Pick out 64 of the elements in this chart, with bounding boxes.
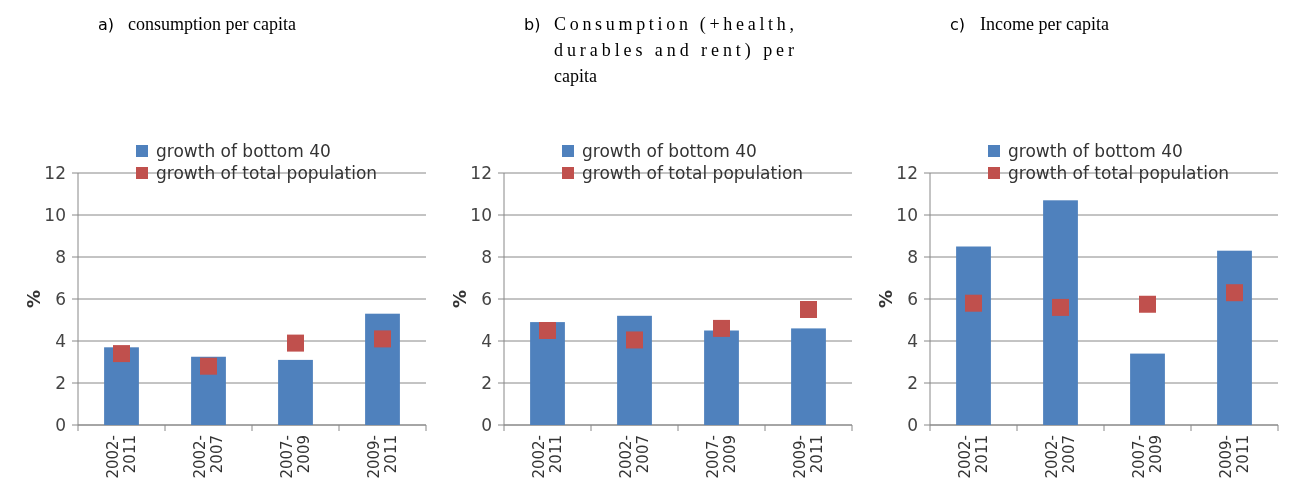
chart-title: a) consumption per capita: [98, 14, 296, 34]
y-tick-label: 8: [907, 246, 918, 267]
y-tick-label: 8: [55, 246, 66, 267]
bar: [278, 359, 313, 425]
y-axis-title: %: [449, 289, 470, 309]
x-tick-label: 2002-2011: [956, 435, 991, 479]
x-tick-label: 2007-2009: [704, 435, 739, 479]
bar: [704, 330, 739, 425]
x-tick-label: 2002-2007: [191, 435, 226, 479]
x-tick-label: 2002-2011: [104, 435, 139, 479]
chart-title: c) Income per capita: [950, 14, 1109, 34]
y-axis-title: %: [23, 289, 44, 309]
y-axis-title: %: [875, 289, 896, 309]
y-tick-label: 0: [481, 414, 492, 435]
x-tick-label: 2002-2011: [530, 435, 565, 479]
y-tick-label: 10: [470, 204, 492, 225]
point: [113, 345, 130, 363]
point: [539, 322, 556, 339]
bar: [791, 328, 826, 425]
chart-title: b) Consumption (+health, durables and rent) per capita: [524, 14, 794, 86]
bar: [530, 322, 565, 425]
legend-label: growth of bottom 40: [582, 140, 757, 161]
bar: [1130, 353, 1165, 425]
bar: [104, 347, 139, 425]
point: [800, 301, 817, 318]
point: [200, 357, 217, 375]
bar: [1043, 200, 1078, 425]
bar: [956, 246, 991, 425]
x-tick-label: 2009-2011: [1217, 435, 1252, 479]
legend-label: growth of bottom 40: [156, 140, 331, 161]
legend-label: growth of total population: [582, 162, 804, 183]
y-tick-label: 12: [896, 162, 918, 183]
y-tick-label: 10: [44, 204, 66, 225]
y-tick-label: 8: [481, 246, 492, 267]
y-tick-label: 6: [481, 288, 492, 309]
y-tick-label: 10: [896, 204, 918, 225]
y-tick-label: 4: [55, 330, 66, 351]
y-tick-label: 12: [470, 162, 492, 183]
legend-label: growth of total population: [156, 162, 378, 183]
x-tick-label: 2009-2011: [365, 435, 400, 479]
bar: [617, 315, 652, 425]
bar: [365, 313, 400, 425]
x-tick-label: 2002-2007: [1043, 435, 1078, 479]
legend-label: growth of total population: [1008, 162, 1230, 183]
y-tick-label: 12: [44, 162, 66, 183]
point: [713, 319, 730, 337]
y-tick-label: 4: [907, 330, 918, 351]
x-tick-label: 2007-2009: [278, 435, 313, 479]
point: [374, 330, 391, 348]
y-tick-label: 6: [55, 288, 66, 309]
legend-label: growth of bottom 40: [1008, 140, 1183, 161]
y-tick-label: 0: [55, 414, 66, 435]
y-tick-label: 2: [55, 372, 66, 393]
y-tick-label: 4: [481, 330, 492, 351]
y-tick-label: 0: [907, 414, 918, 435]
x-tick-label: 2007-2009: [1130, 435, 1165, 479]
y-tick-label: 2: [481, 372, 492, 393]
x-tick-label: 2002-2007: [617, 435, 652, 479]
point: [287, 334, 304, 352]
bar: [1217, 250, 1252, 425]
x-tick-label: 2009-2011: [791, 435, 826, 479]
point: [626, 331, 643, 349]
y-tick-label: 6: [907, 288, 918, 309]
y-tick-label: 2: [907, 372, 918, 393]
